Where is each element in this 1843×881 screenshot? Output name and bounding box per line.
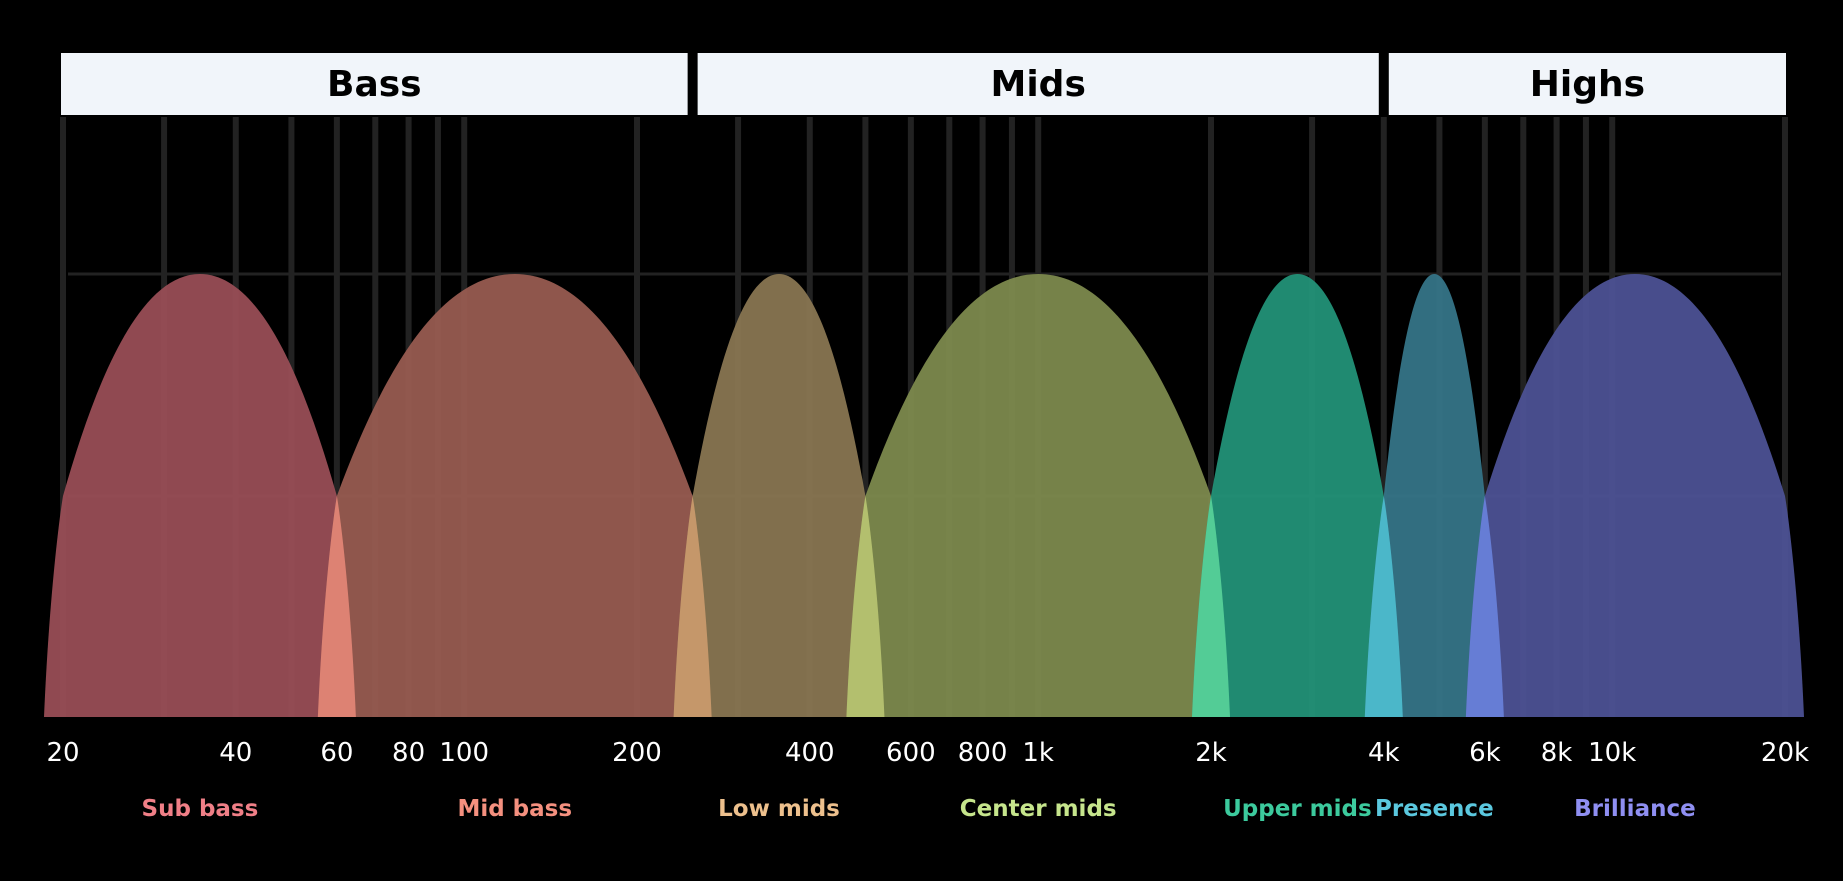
band-curve-mid-bass xyxy=(317,274,712,717)
band-curves xyxy=(44,274,1804,717)
band-label-center-mids: Center mids xyxy=(960,796,1117,822)
x-tick-label: 400 xyxy=(785,738,835,768)
range-header-mids xyxy=(697,53,1379,115)
band-overlap-upper-mids-presence xyxy=(1364,496,1403,717)
band-curve-sub-bass xyxy=(44,274,356,717)
band-label-mid-bass: Mid bass xyxy=(457,796,572,822)
x-tick-label: 10k xyxy=(1588,738,1636,768)
x-tick-label: 2k xyxy=(1195,738,1227,768)
x-tick-label: 8k xyxy=(1541,738,1573,768)
x-tick-label: 20 xyxy=(46,738,79,768)
band-labels: Sub bass Mid bass Low mids Center mids Upper… xyxy=(142,796,1696,822)
band-label-upper-mids: Upper mids xyxy=(1223,796,1372,822)
band-curve-presence xyxy=(1364,274,1504,717)
range-label-bass: Bass xyxy=(327,64,422,105)
band-curve-brilliance xyxy=(1465,274,1804,717)
x-axis-tick-labels: 20 40 60 80 100 200 400 600 800 1k 2k 4k 6k 8k 10k 20k xyxy=(46,738,1809,768)
band-overlap-sub-bass-mid-bass xyxy=(317,496,356,717)
x-tick-label: 40 xyxy=(219,738,252,768)
x-tick-label: 800 xyxy=(958,738,1008,768)
x-tick-label: 1k xyxy=(1022,738,1054,768)
band-label-brilliance: Brilliance xyxy=(1574,796,1696,822)
band-curve-low-mids xyxy=(673,274,885,717)
x-tick-label: 60 xyxy=(320,738,353,768)
x-tick-label: 80 xyxy=(392,738,425,768)
band-overlap-low-mids-center-mids xyxy=(846,496,885,717)
range-header-bass xyxy=(61,53,688,115)
range-label-mids: Mids xyxy=(991,64,1086,105)
range-label-highs: Highs xyxy=(1530,64,1645,105)
band-label-low-mids: Low mids xyxy=(718,796,840,822)
range-headers: Bass Mids Highs xyxy=(61,53,1786,115)
x-tick-label: 6k xyxy=(1469,738,1501,768)
x-tick-label: 4k xyxy=(1368,738,1400,768)
band-curve-center-mids xyxy=(846,274,1230,717)
band-overlap-center-mids-upper-mids xyxy=(1192,496,1230,717)
x-tick-label: 100 xyxy=(439,738,489,768)
x-tick-label: 600 xyxy=(886,738,936,768)
band-overlap-presence-brilliance xyxy=(1465,496,1504,717)
x-tick-label: 20k xyxy=(1761,738,1809,768)
band-overlap-mid-bass-low-mids xyxy=(673,496,712,717)
range-header-highs xyxy=(1388,53,1786,115)
band-curve-upper-mids xyxy=(1192,274,1403,717)
x-tick-label: 200 xyxy=(612,738,662,768)
band-label-presence: Presence xyxy=(1375,796,1494,822)
band-overlaps xyxy=(317,496,1504,717)
band-label-sub-bass: Sub bass xyxy=(142,796,259,822)
